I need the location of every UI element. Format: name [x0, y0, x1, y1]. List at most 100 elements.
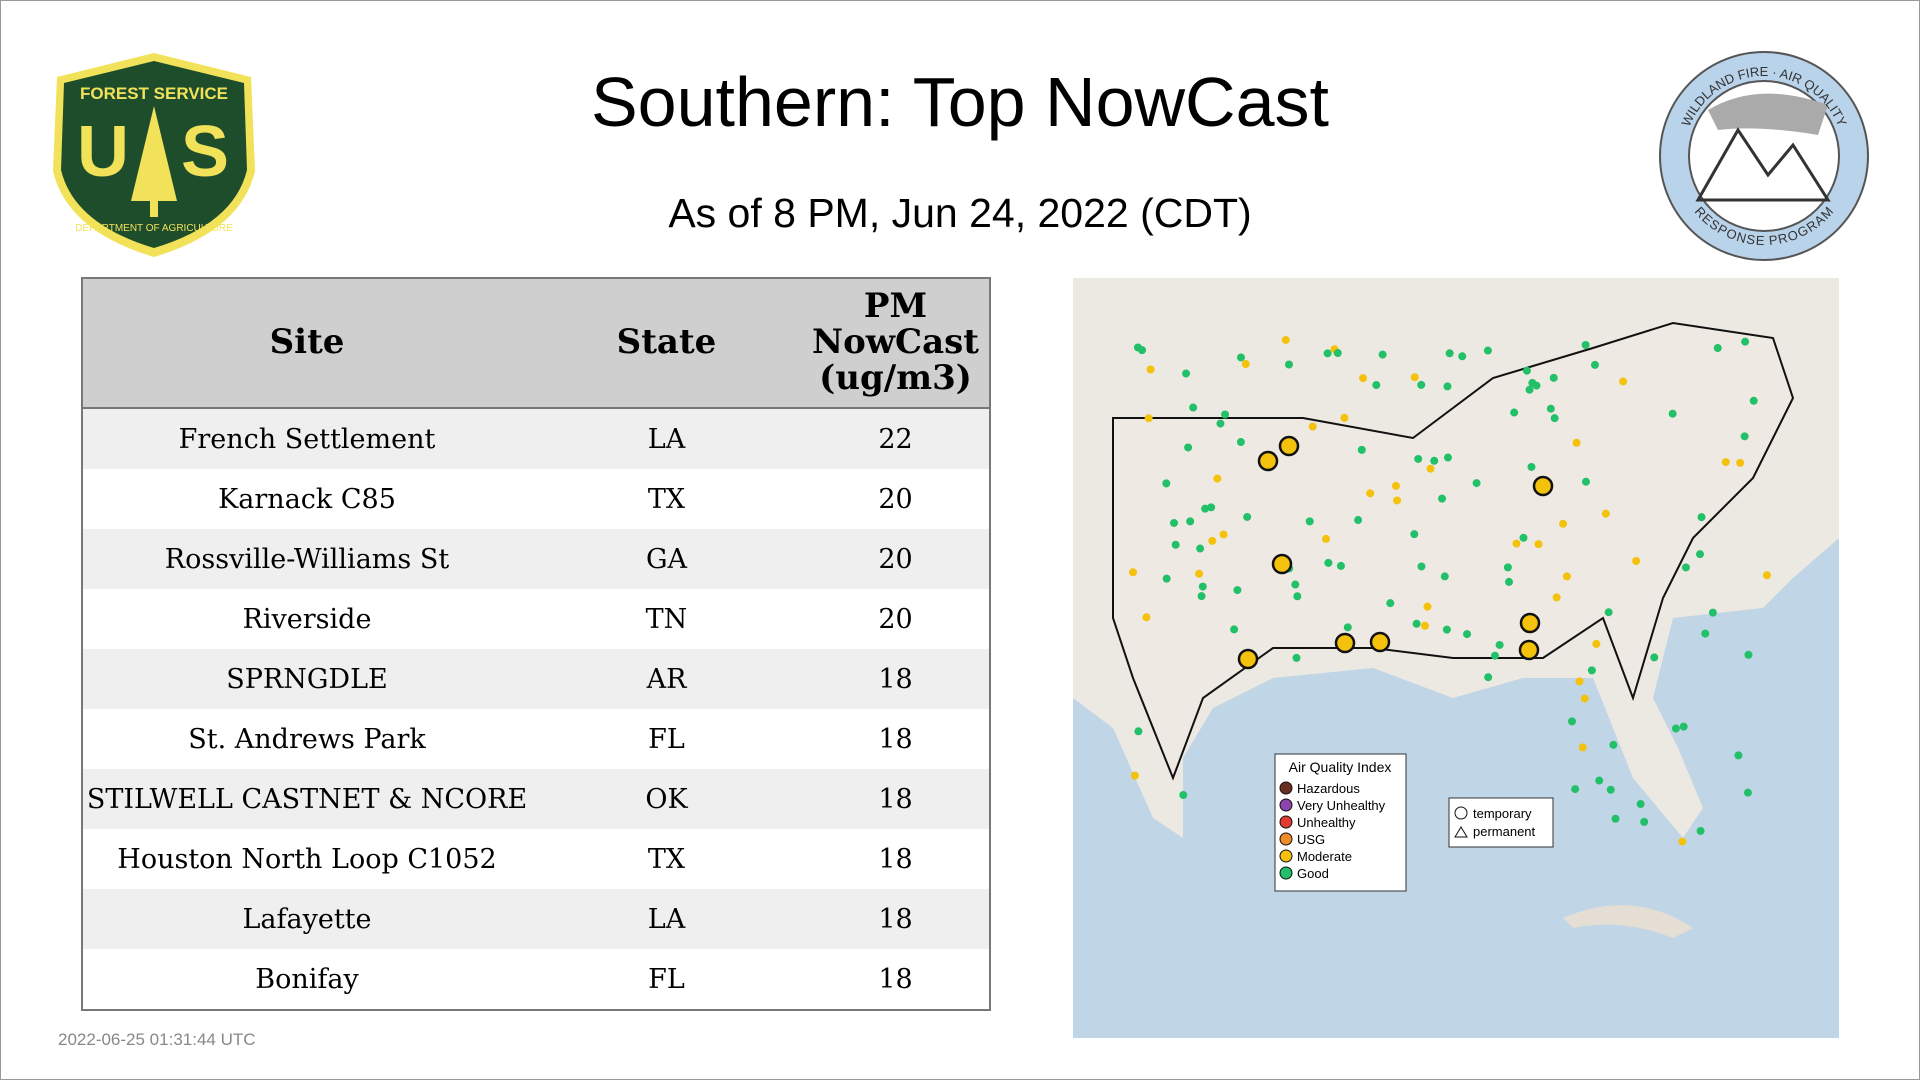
site-dot — [1130, 771, 1139, 780]
wfaqrp-logo: WILDLAND FIRE · AIR QUALITY RESPONSE PRO… — [1659, 51, 1869, 261]
table-cell: 18 — [878, 843, 913, 875]
table-cell: SPRNGDLE — [82, 649, 531, 709]
site-dot — [1549, 373, 1558, 382]
site-dot — [1343, 623, 1352, 632]
site-dot — [1393, 496, 1402, 505]
top-site-marker — [1334, 632, 1356, 654]
site-dot — [1442, 625, 1451, 634]
legend-label: Hazardous — [1297, 781, 1360, 796]
site-dot — [1527, 462, 1536, 471]
site-dot — [1609, 740, 1618, 749]
table-cell: TX — [647, 483, 686, 515]
site-dot — [1534, 540, 1543, 549]
top-site-marker — [1519, 612, 1541, 634]
table-cell: AR — [531, 649, 802, 709]
site-dot — [1567, 717, 1576, 726]
site-dot — [1162, 479, 1171, 488]
logo-letter: S — [181, 112, 229, 192]
site-dot — [1721, 458, 1730, 467]
site-dot — [1744, 650, 1753, 659]
site-dot — [1291, 580, 1300, 589]
site-dot — [1423, 602, 1432, 611]
site-dot — [1142, 613, 1151, 622]
site-dot — [1440, 572, 1449, 581]
legend-swatch — [1279, 849, 1293, 863]
table-cell: Lafayette — [82, 889, 531, 949]
table-cell: 22 — [802, 408, 990, 469]
table-cell: 20 — [802, 529, 990, 589]
site-dot — [1741, 337, 1750, 346]
table-row: Houston North Loop C1052 TX 18 — [82, 829, 990, 889]
site-dot — [1430, 456, 1439, 465]
site-dot — [1619, 377, 1628, 386]
site-dot — [1184, 443, 1193, 452]
site-dot — [1458, 352, 1467, 361]
site-dot — [1713, 344, 1722, 353]
site-dot — [1171, 540, 1180, 549]
site-dot — [1144, 414, 1153, 423]
site-dot — [1417, 380, 1426, 389]
shape-legend-label: temporary — [1473, 806, 1532, 821]
column-header: Site — [82, 278, 531, 409]
site-dot — [1581, 340, 1590, 349]
table-cell: Riverside — [242, 603, 372, 635]
table-cell: French Settlement — [82, 408, 531, 469]
site-dot — [1734, 751, 1743, 760]
site-dot — [1324, 558, 1333, 567]
site-dot — [1762, 571, 1771, 580]
table-row: St. Andrews Park FL 18 — [82, 709, 990, 769]
legend-label: Good — [1297, 866, 1329, 881]
table-row: Karnack C85 TX 20 — [82, 469, 990, 529]
table-row: Bonifay FL 18 — [82, 949, 990, 1010]
site-dot — [1197, 592, 1206, 601]
site-dot — [1525, 385, 1534, 394]
table-cell: 18 — [802, 769, 990, 829]
site-dot — [1636, 800, 1645, 809]
site-dot — [1201, 504, 1210, 513]
site-dot — [1522, 366, 1531, 375]
site-dot — [1241, 360, 1250, 369]
table-row: French Settlement LA 22 — [82, 408, 990, 469]
site-dot — [1243, 512, 1252, 521]
site-dot — [1414, 454, 1423, 463]
site-dot — [1391, 481, 1400, 490]
table-cell: STILWELL CASTNET & NCORE — [82, 769, 531, 829]
top-site-marker — [1369, 631, 1391, 653]
site-dot — [1572, 438, 1581, 447]
site-dot — [1679, 722, 1688, 731]
site-dot — [1571, 785, 1580, 794]
top-site-marker — [1278, 435, 1300, 457]
site-dot — [1412, 619, 1421, 628]
site-dot — [1189, 403, 1198, 412]
site-dot — [1221, 410, 1230, 419]
table-cell: GA — [531, 529, 802, 589]
site-dot — [1463, 630, 1472, 639]
site-dot — [1219, 530, 1228, 539]
site-dot — [1146, 365, 1155, 374]
site-dot — [1550, 414, 1559, 423]
legend-label: USG — [1297, 832, 1325, 847]
site-dot — [1740, 432, 1749, 441]
table-cell: 18 — [802, 889, 990, 949]
legend-label: Unhealthy — [1297, 815, 1356, 830]
table-cell: FL — [648, 723, 685, 755]
forest-service-logo: FOREST SERVICE U S DEPARTMENT OF AGRICUL… — [53, 53, 255, 257]
legend-swatch — [1279, 798, 1293, 812]
site-dot — [1595, 776, 1604, 785]
header-row: Site State PM NowCast (ug/m3) — [82, 278, 990, 409]
site-dot — [1640, 817, 1649, 826]
table-cell: Bonifay — [255, 963, 359, 995]
site-dot — [1378, 350, 1387, 359]
table-cell: 18 — [802, 649, 990, 709]
legend-label: Very Unhealthy — [1297, 798, 1386, 813]
site-dot — [1650, 653, 1659, 662]
site-dot — [1336, 561, 1345, 570]
site-dot — [1678, 837, 1687, 846]
table-cell: 20 — [878, 483, 913, 515]
site-dot — [1366, 489, 1375, 498]
site-dot — [1208, 536, 1217, 545]
site-dot — [1575, 677, 1584, 686]
site-dot — [1578, 743, 1587, 752]
site-dot — [1696, 550, 1705, 559]
